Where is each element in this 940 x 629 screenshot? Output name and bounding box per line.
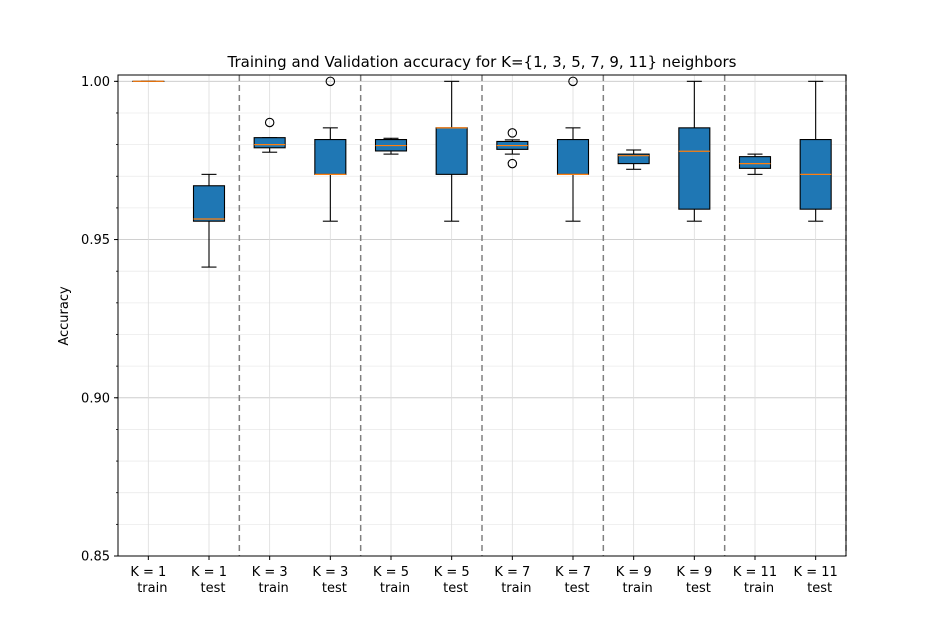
x-tick-label-split: test bbox=[565, 581, 590, 596]
y-tick-label: 0.90 bbox=[81, 391, 110, 406]
box-iqr bbox=[254, 138, 285, 148]
x-tick-label-split: train bbox=[380, 581, 410, 596]
y-tick-label: 0.95 bbox=[81, 233, 110, 248]
x-tick-label-k: K = 1 bbox=[191, 565, 227, 580]
y-axis-label: Accuracy bbox=[57, 286, 72, 346]
x-tick-label-split: train bbox=[137, 581, 167, 596]
box-iqr bbox=[315, 140, 346, 175]
x-tick-label-k: K = 7 bbox=[494, 565, 530, 580]
x-tick-label-split: train bbox=[623, 581, 653, 596]
x-tick-label-k: K = 5 bbox=[434, 565, 470, 580]
x-tick-label-k: K = 9 bbox=[616, 565, 652, 580]
x-tick-label-k: K = 11 bbox=[794, 565, 838, 580]
y-tick-label: 0.85 bbox=[81, 550, 110, 565]
x-tick-label-k: K = 7 bbox=[555, 565, 591, 580]
box-iqr bbox=[679, 128, 710, 209]
x-tick-label-k: K = 11 bbox=[733, 565, 777, 580]
x-tick-label-split: test bbox=[807, 581, 832, 596]
x-tick-label-split: test bbox=[322, 581, 347, 596]
x-tick-label-k: K = 3 bbox=[252, 565, 288, 580]
box-iqr bbox=[740, 157, 771, 169]
box-iqr bbox=[436, 128, 467, 175]
x-tick-label-split: test bbox=[686, 581, 711, 596]
x-tick-label-k: K = 3 bbox=[312, 565, 348, 580]
x-tick-label-split: test bbox=[201, 581, 226, 596]
chart-title: Training and Validation accuracy for K={… bbox=[227, 53, 737, 71]
x-tick-label-split: test bbox=[443, 581, 468, 596]
x-tick-label-split: train bbox=[501, 581, 531, 596]
x-tick-label-k: K = 9 bbox=[676, 565, 712, 580]
x-tick-label-split: train bbox=[744, 581, 774, 596]
y-tick-label: 1.00 bbox=[81, 75, 110, 90]
box-iqr bbox=[194, 186, 225, 221]
x-tick-label-k: K = 5 bbox=[373, 565, 409, 580]
box-iqr bbox=[558, 140, 589, 175]
x-tick-label-k: K = 1 bbox=[130, 565, 166, 580]
x-tick-label-split: train bbox=[259, 581, 289, 596]
